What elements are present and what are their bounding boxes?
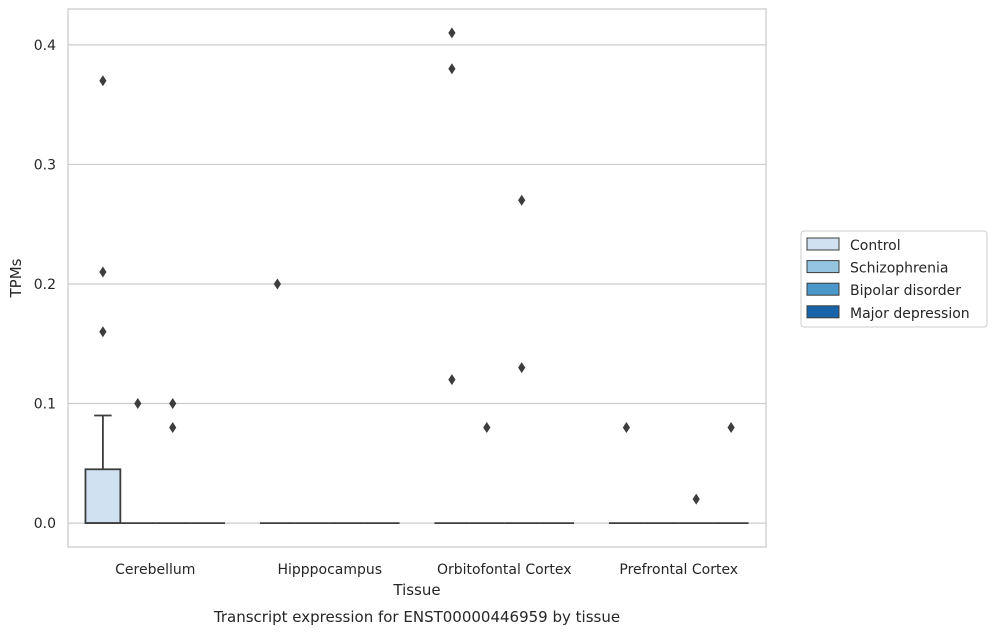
x-axis-ticks: Cerebellum Hipppocampus Orbitofontal Corte… (115, 562, 738, 578)
outlier-point (99, 326, 107, 338)
chart-caption: Transcript expression for ENST0000044695… (213, 608, 620, 626)
y-axis-label: TPMs (7, 258, 25, 298)
outlier-point (169, 421, 177, 433)
plot-frame (67, 8, 767, 548)
y-tick-label: 0.2 (34, 277, 56, 293)
legend-label: Schizophrenia (850, 261, 948, 277)
outlier-point (448, 374, 456, 386)
y-axis-ticks: 0.0 0.1 0.2 0.3 0.4 (34, 38, 56, 532)
outlier-point (99, 75, 107, 87)
outlier-point (134, 398, 142, 410)
legend-swatch (806, 305, 840, 319)
legend-swatch (806, 282, 840, 296)
legend-label: Bipolar disorder (850, 283, 961, 299)
x-tick-label: Prefrontal Cortex (619, 562, 738, 578)
outlier-point (273, 278, 281, 290)
outlier-point (448, 63, 456, 75)
outlier-point (518, 194, 526, 206)
outlier-point (99, 266, 107, 278)
y-tick-label: 0.1 (34, 397, 56, 413)
outlier-points (99, 27, 735, 505)
y-tick-label: 0.3 (34, 157, 56, 173)
outlier-point (518, 362, 526, 374)
y-tick-label: 0.4 (34, 38, 56, 54)
outlier-point (727, 421, 735, 433)
legend-frame (800, 230, 988, 328)
x-tick-label: Cerebellum (115, 562, 195, 578)
legend-label: Control (850, 238, 901, 254)
outlier-point (692, 493, 700, 505)
legend-swatch (806, 237, 840, 251)
legend-swatch (806, 260, 840, 274)
outlier-point (448, 27, 456, 39)
legend: Control Schizophrenia Bipolar disorder Majo… (800, 230, 988, 328)
outlier-point (169, 398, 177, 410)
x-tick-label: Orbitofontal Cortex (437, 562, 572, 578)
legend-label: Major depression (850, 306, 970, 322)
y-tick-label: 0.0 (34, 516, 56, 532)
box-plot-marks (84, 414, 749, 524)
x-tick-label: Hipppocampus (277, 562, 382, 578)
x-axis-label: Tissue (392, 581, 440, 599)
outlier-point (622, 421, 630, 433)
box (84, 468, 122, 524)
gridlines (68, 44, 766, 524)
outlier-point (483, 421, 491, 433)
